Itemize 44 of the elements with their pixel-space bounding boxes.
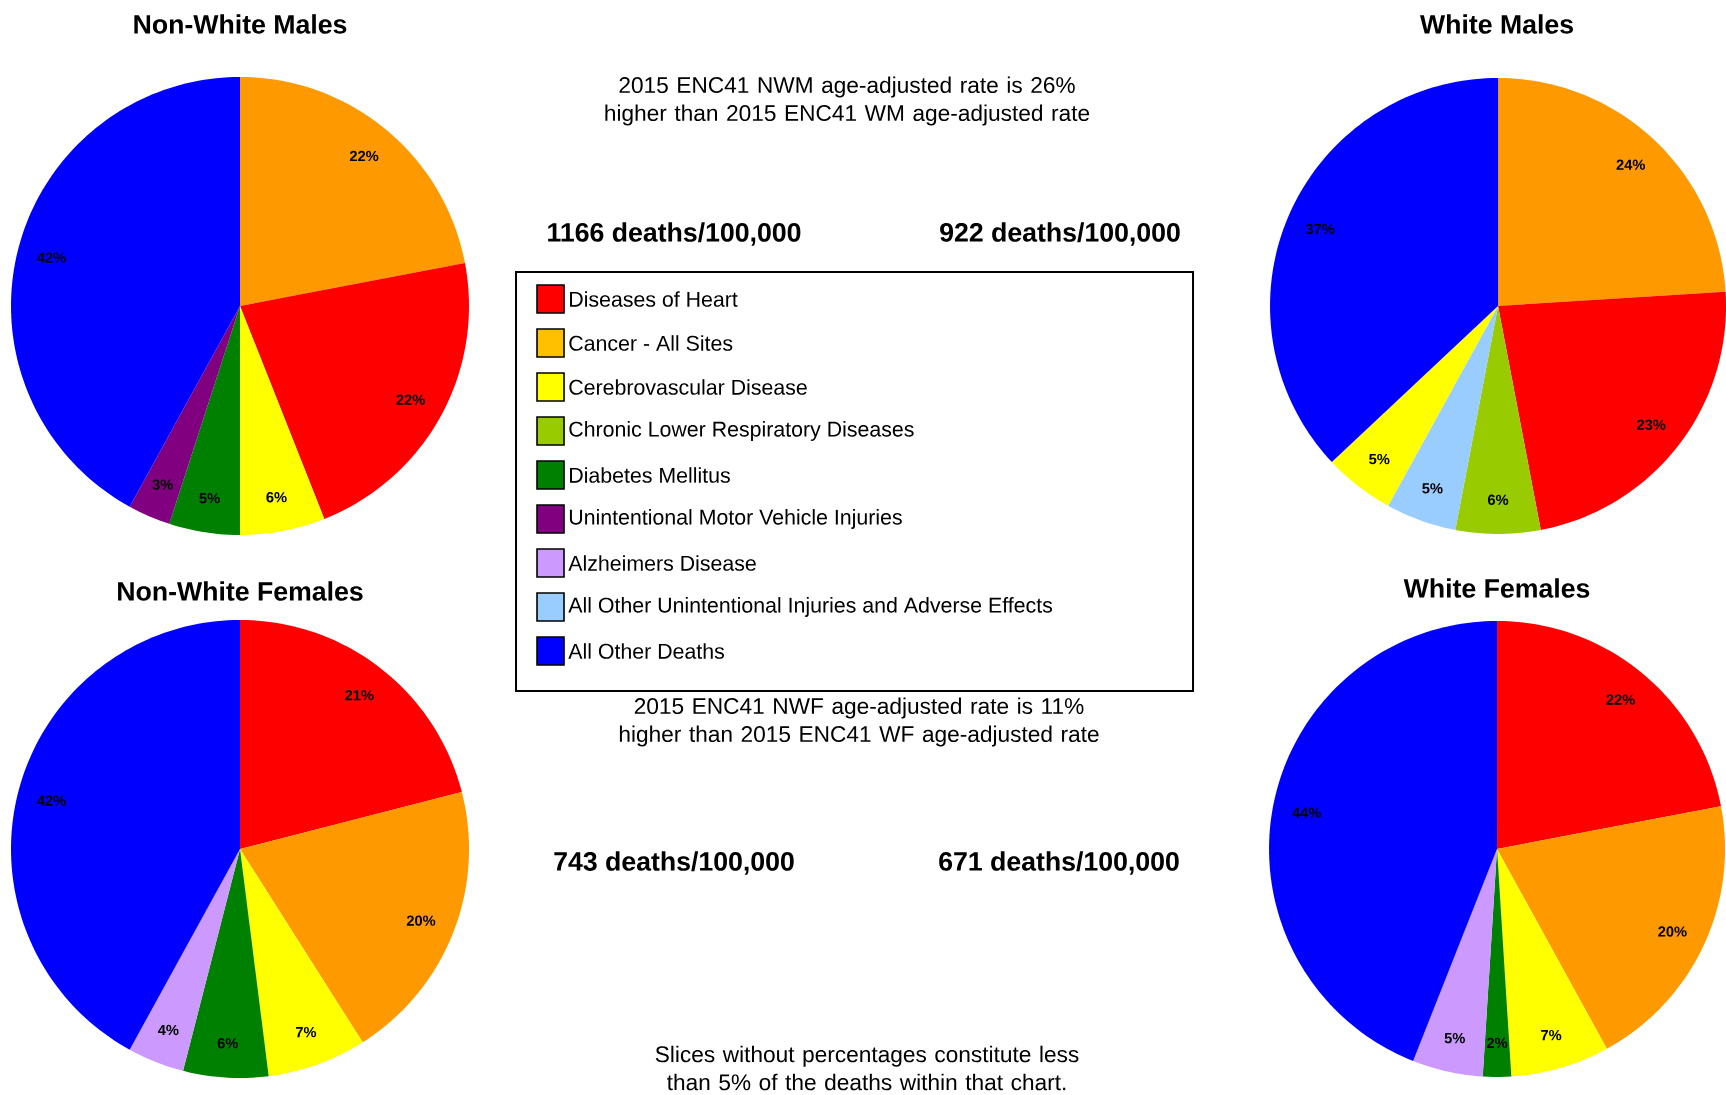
chart-title: Non-White Males	[134, 14, 347, 34]
data-label: 3%	[152, 479, 173, 490]
category-label: Diseases of Heart	[570, 291, 738, 307]
data-label: 22%	[349, 150, 379, 162]
text: 671 deaths/100,000	[939, 851, 1179, 875]
category-label: Alzheimers Disease	[568, 555, 756, 571]
data-label: 23%	[1636, 419, 1666, 430]
category-label: All Other Unintentional Injuries and Adverse Effects	[568, 597, 1053, 617]
text: 922 deaths/100,000	[940, 222, 1180, 246]
data-label: 6%	[1487, 494, 1509, 505]
text: 743 deaths/100,000	[554, 851, 794, 875]
chart-title: White Males	[1420, 14, 1573, 34]
data-label: 22%	[396, 394, 425, 405]
data-label: 6%	[266, 492, 287, 503]
data-label: 5%	[1422, 483, 1443, 494]
data-label: 24%	[1616, 159, 1645, 170]
data-label: 5%	[1444, 1032, 1465, 1044]
category-label: Unintentional Motor Vehicle Injuries	[569, 509, 902, 529]
data-label: 5%	[1369, 453, 1390, 465]
data-label: 7%	[295, 1026, 317, 1038]
category-label: All Other Deaths	[568, 643, 724, 659]
data-label: 21%	[345, 690, 374, 701]
text: 2015 ENC41 NWF age-adjusted rate is 11% higher than 2015 ENC41 WF age-adjusted rate	[619, 697, 1099, 747]
category-label: Cancer - All Sites	[569, 335, 733, 351]
text: 1166 deaths/100,000	[548, 222, 801, 246]
category-label: Cerebrovascular Disease	[569, 379, 807, 395]
chart-title: Non-White Females	[118, 581, 363, 601]
data-label: 44%	[1292, 807, 1321, 818]
data-label: 4%	[157, 1024, 179, 1036]
category-label: Chronic Lower Respiratory Diseases	[569, 421, 914, 441]
data-label: 2%	[1486, 1037, 1508, 1048]
data-label: 6%	[217, 1038, 238, 1049]
text: Slices without percentages constitute less than 5% of the deaths within that chart.	[655, 1045, 1079, 1091]
data-label: 42%	[37, 252, 66, 263]
category-label: Diabetes Mellitus	[570, 467, 730, 483]
data-label: 20%	[406, 915, 436, 926]
data-label: 37%	[1305, 223, 1335, 235]
data-label: 7%	[1541, 1029, 1562, 1041]
data-label: 42%	[37, 795, 66, 806]
text: 2015 ENC41 NWM age-adjusted rate is 26% higher than 2015 ENC41 WM age-adjusted rate	[605, 76, 1090, 126]
data-label: 20%	[1658, 926, 1687, 937]
data-label: 22%	[1606, 694, 1635, 705]
data-label: 5%	[199, 493, 220, 504]
chart-title: White Females	[1403, 578, 1590, 598]
